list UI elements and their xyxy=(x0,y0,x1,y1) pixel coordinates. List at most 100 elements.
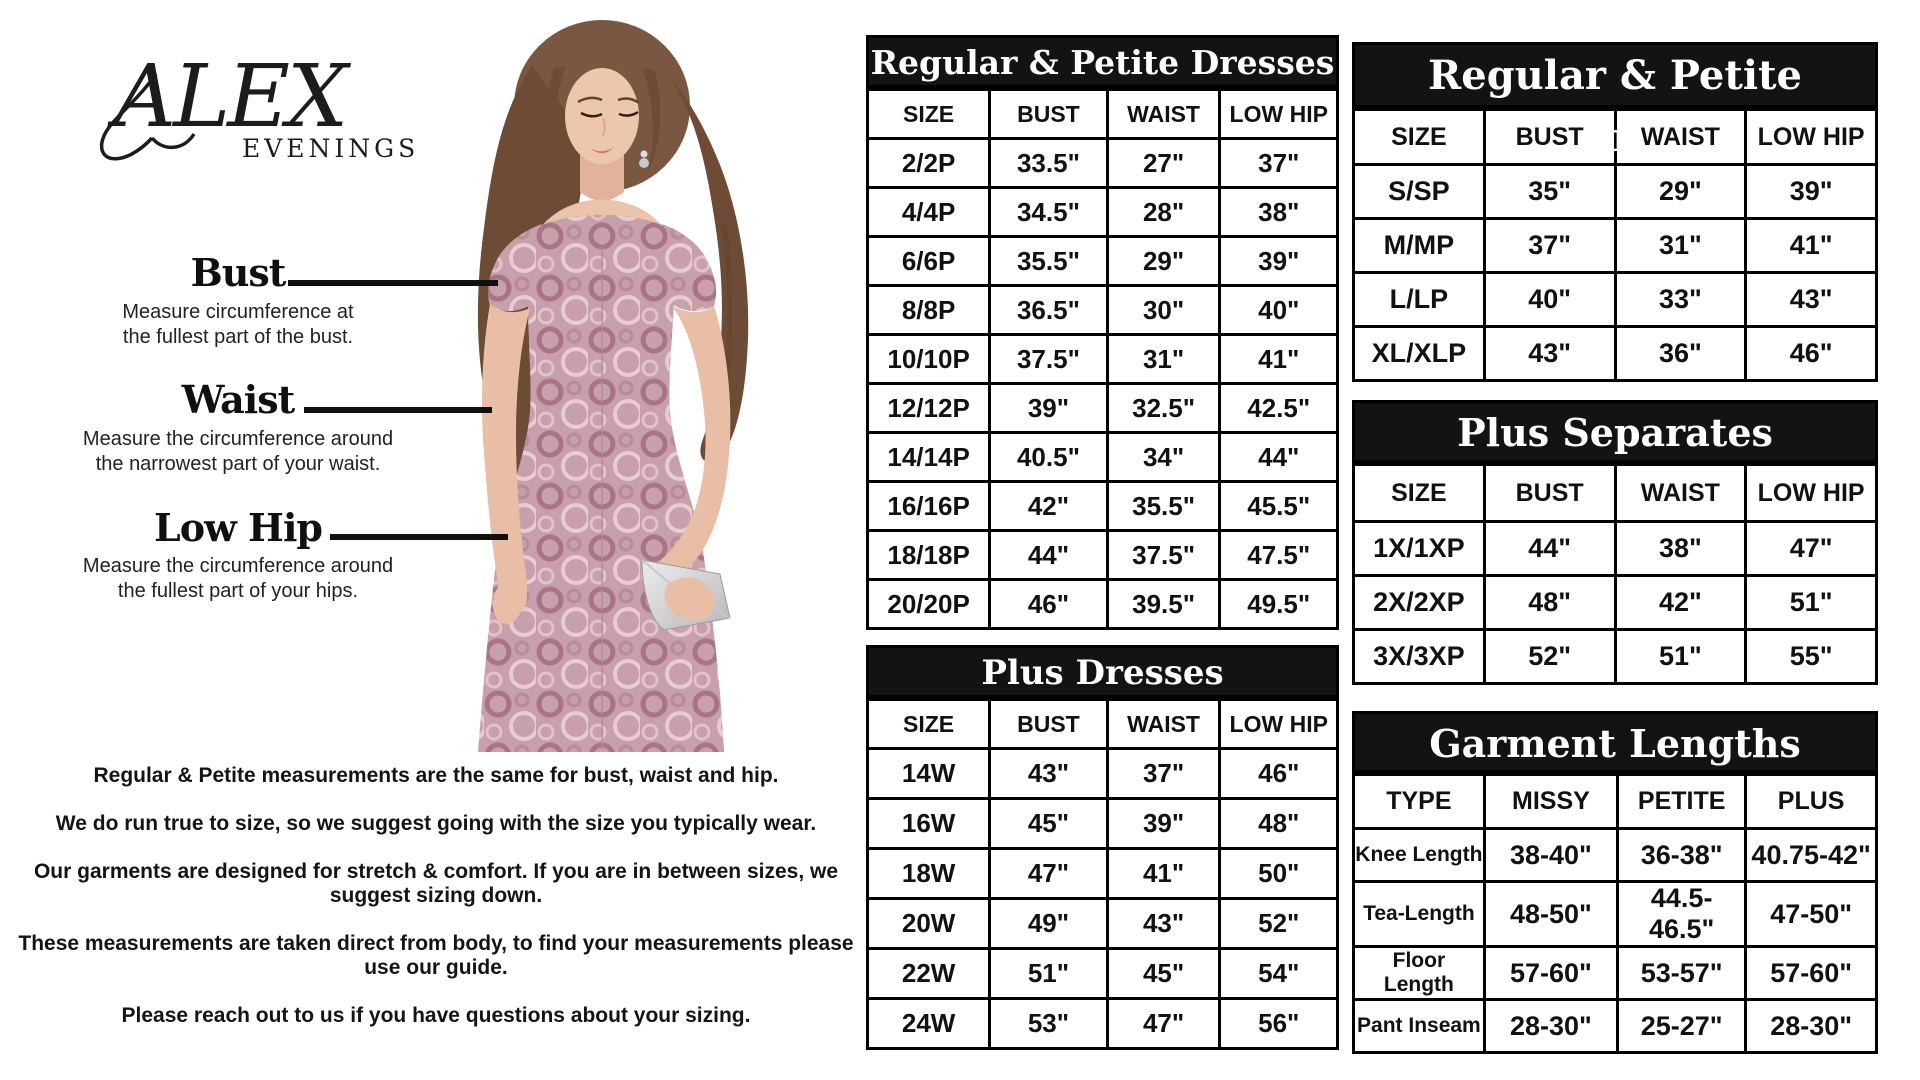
header-cell: BUST xyxy=(1482,463,1617,523)
earring xyxy=(640,150,648,158)
table-row: 14/14P 40.5" 34" 44" xyxy=(865,431,1339,483)
bust-desc-line2: the fullest part of the bust. xyxy=(122,326,354,348)
cell: 3X/3XP xyxy=(1352,628,1486,685)
cell: 38" xyxy=(1613,520,1748,577)
cell: 45" xyxy=(1105,947,1222,1000)
low-hip-desc-line2: the fullest part of your hips. xyxy=(117,580,359,602)
table-row: 10/10P 37.5" 31" 41" xyxy=(865,333,1339,385)
cell: 29" xyxy=(1613,163,1748,220)
cell: 37" xyxy=(1218,137,1339,189)
cell: 40" xyxy=(1482,271,1617,328)
cell: 12/12P xyxy=(865,382,992,434)
table-row: 18W 47" 41" 50" xyxy=(865,847,1339,900)
cell: 47" xyxy=(1105,997,1222,1050)
table-row: 20/20P 46" 39.5" 49.5" xyxy=(865,578,1339,630)
cell: 52" xyxy=(1218,897,1339,950)
cell: 53-57" xyxy=(1616,945,1748,1001)
cell: 16W xyxy=(865,797,992,850)
cell: 48" xyxy=(1482,574,1617,631)
cell: 40.5" xyxy=(988,431,1109,483)
cell: 48" xyxy=(1218,797,1339,850)
header-cell: SIZE xyxy=(1352,108,1486,166)
waist-label: Waist xyxy=(181,377,295,422)
cell: 39.5" xyxy=(1105,578,1222,630)
cell: L/LP xyxy=(1352,271,1486,328)
cell: 32.5" xyxy=(1105,382,1222,434)
cell: 54" xyxy=(1218,947,1339,1000)
cell: 16/16P xyxy=(865,480,992,532)
header-row: SIZE BUST WAIST LOW HIP xyxy=(865,88,1339,140)
low-hip-pointer-line xyxy=(330,534,508,540)
cell: 37.5" xyxy=(988,333,1109,385)
low-hip-label: Low Hip xyxy=(154,505,323,550)
cell: 43" xyxy=(1105,897,1222,950)
header-cell: LOW HIP xyxy=(1744,463,1878,523)
model-photo xyxy=(477,20,749,752)
header-cell: TYPE xyxy=(1352,773,1486,830)
header-cell: PETITE xyxy=(1616,773,1748,830)
header-cell: LOW HIP xyxy=(1218,698,1339,750)
header-cell: WAIST xyxy=(1105,88,1222,140)
cell: 44" xyxy=(1482,520,1617,577)
table-row: 2/2P 33.5" 27" 37" xyxy=(865,137,1339,189)
cell: 27" xyxy=(1105,137,1222,189)
cell: 45.5" xyxy=(1218,480,1339,532)
cell: 38" xyxy=(1218,186,1339,238)
cell: 20W xyxy=(865,897,992,950)
table-row: 3X/3XP 52" 51" 55" xyxy=(1352,628,1878,685)
table-garment-lengths: Garment Lengths TYPE MISSY PETITE PLUS K… xyxy=(1352,711,1878,1054)
cell: 55" xyxy=(1744,628,1878,685)
header-cell: BUST xyxy=(988,88,1109,140)
cell: 22W xyxy=(865,947,992,1000)
table-regular-petite-separates: Regular & Petite Separates SIZE BUST WAI… xyxy=(1352,42,1878,382)
table-title: Plus Separates xyxy=(1352,400,1878,463)
header-cell: SIZE xyxy=(1352,463,1486,523)
cell: 4/4P xyxy=(865,186,992,238)
table-row: Pant Inseam 28-30" 25-27" 28-30" xyxy=(1352,998,1878,1054)
header-cell: PLUS xyxy=(1744,773,1878,830)
cell: 52" xyxy=(1482,628,1617,685)
cell: 8/8P xyxy=(865,284,992,336)
cell: Knee Length xyxy=(1352,827,1486,883)
cell: 40" xyxy=(1218,284,1339,336)
cell: 43" xyxy=(1482,325,1617,382)
table-row: 4/4P 34.5" 28" 38" xyxy=(865,186,1339,238)
header-row: SIZE BUST WAIST LOW HIP xyxy=(1352,108,1878,166)
cell: 46" xyxy=(988,578,1109,630)
cell: 51" xyxy=(988,947,1109,1000)
header-cell: WAIST xyxy=(1105,698,1222,750)
waist-desc-line1: Measure the circumference around xyxy=(82,428,394,450)
cell: 18/18P xyxy=(865,529,992,581)
table-row: 16/16P 42" 35.5" 45.5" xyxy=(865,480,1339,532)
cell: 46" xyxy=(1218,747,1339,800)
cell: 34" xyxy=(1105,431,1222,483)
cell: Pant Inseam xyxy=(1352,998,1486,1054)
cell: 30" xyxy=(1105,284,1222,336)
cell: 51" xyxy=(1613,628,1748,685)
table-row: 18/18P 44" 37.5" 47.5" xyxy=(865,529,1339,581)
cell: 47-50" xyxy=(1744,880,1878,948)
table-plus-separates: Plus Separates SIZE BUST WAIST LOW HIP 1… xyxy=(1352,400,1878,685)
cell: 39" xyxy=(1105,797,1222,850)
header-cell: MISSY xyxy=(1482,773,1620,830)
logo-flourish xyxy=(99,72,196,161)
cell: 28-30" xyxy=(1482,998,1620,1054)
cell: 33.5" xyxy=(988,137,1109,189)
note-text: We do run true to size, so we suggest go… xyxy=(55,812,817,835)
cell: 31" xyxy=(1105,333,1222,385)
table-title: Regular & Petite Separates xyxy=(1352,42,1878,161)
waist-description: Measure the circumference around the nar… xyxy=(62,427,414,477)
cell: 10/10P xyxy=(865,333,992,385)
sizing-notes: Regular & Petite measurements are the sa… xyxy=(10,764,862,1052)
bust-pointer-line xyxy=(288,280,498,286)
cell: 56" xyxy=(1218,997,1339,1050)
table-title: Garment Lengths xyxy=(1352,711,1878,773)
header-row: SIZE BUST WAIST LOW HIP xyxy=(1352,463,1878,523)
header-cell: BUST xyxy=(1482,108,1617,166)
note-text: These measurements are taken direct from… xyxy=(18,932,854,979)
cell: 47.5" xyxy=(1218,529,1339,581)
table-row: 2X/2XP 48" 42" 51" xyxy=(1352,574,1878,631)
cell: 51" xyxy=(1744,574,1878,631)
cell: 35.5" xyxy=(988,235,1109,287)
